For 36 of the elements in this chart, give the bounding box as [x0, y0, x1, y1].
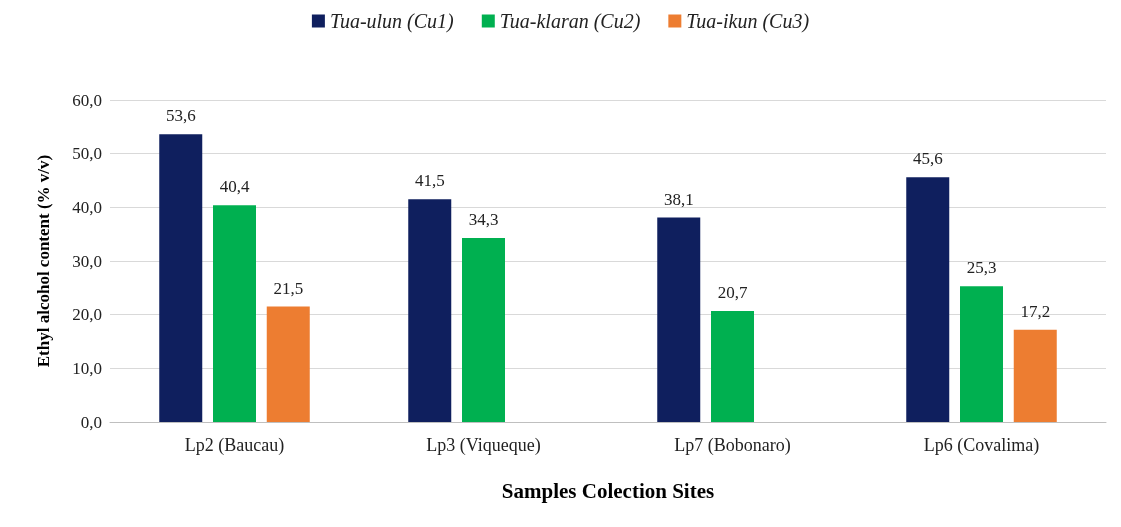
legend-label: Tua-ikun (Cu3) [686, 10, 810, 33]
x-axis-title: Samples Colection Sites [501, 478, 715, 503]
data-label: 21,5 [273, 278, 304, 298]
data-label: 38,1 [663, 189, 694, 209]
x-tick-label: Lp2 (Baucau) [184, 435, 285, 456]
y-tick-label: 40,0 [72, 197, 102, 217]
bar [1013, 329, 1057, 422]
y-tick-label: 50,0 [72, 144, 102, 164]
data-label: 34,3 [468, 209, 499, 229]
bar [657, 217, 701, 422]
bar [906, 177, 950, 422]
legend-label: Tua-klaran (Cu2) [499, 10, 641, 33]
y-tick-label: 0,0 [80, 412, 102, 432]
bar [960, 286, 1003, 422]
bar [408, 199, 452, 422]
legend-label: Tua-ulun (Cu1) [329, 10, 455, 33]
data-label: 20,7 [717, 282, 748, 302]
data-label: 25,3 [966, 258, 997, 278]
bar [266, 306, 310, 422]
bar [711, 310, 754, 422]
y-axis-title: Ethyl alcohol content (% v/v) [34, 154, 53, 368]
y-tick-label: 30,0 [72, 251, 102, 271]
bar [462, 237, 505, 422]
y-tick-label: 10,0 [72, 358, 102, 378]
x-tick-label: Lp3 (Viqueque) [426, 435, 541, 456]
data-label: 17,2 [1020, 301, 1051, 321]
data-label: 41,5 [414, 171, 445, 191]
x-tick-label: Lp7 (Bobonaro) [674, 435, 791, 456]
y-tick-label: 60,0 [72, 90, 102, 110]
bar [213, 205, 256, 422]
x-tick-label: Lp6 (Covalima) [923, 435, 1040, 456]
data-label: 40,4 [219, 177, 250, 197]
data-label: 45,6 [912, 149, 943, 169]
data-label: 53,6 [165, 106, 196, 126]
y-tick-label: 20,0 [72, 305, 102, 325]
bar [159, 134, 203, 422]
